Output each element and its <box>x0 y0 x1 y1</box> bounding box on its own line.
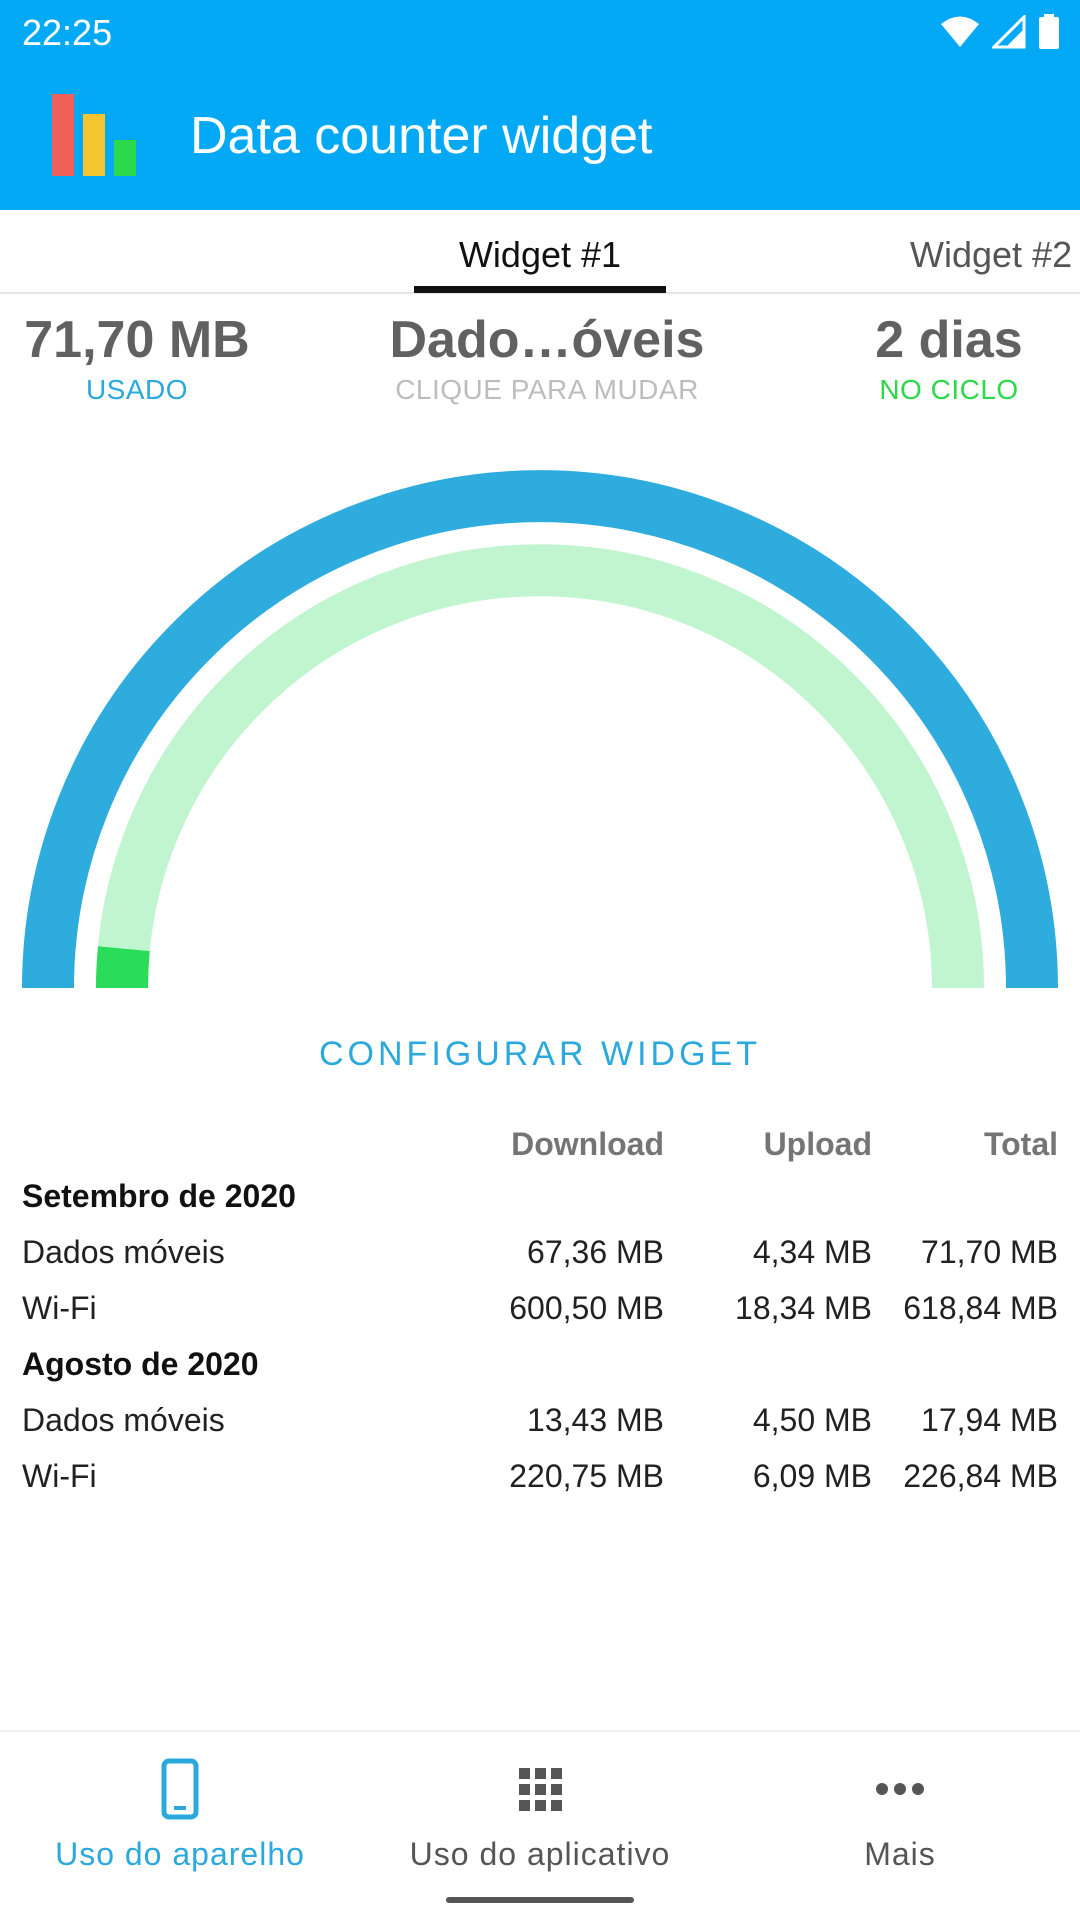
apps-grid-icon <box>519 1768 562 1811</box>
row-download: 600,50 MB <box>509 1290 664 1326</box>
status-time: 22:25 <box>22 12 113 53</box>
row-download: 67,36 MB <box>527 1234 664 1270</box>
table-row: Dados móveis 13,43 MB 4,50 MB 17,94 MB <box>22 1394 1058 1450</box>
row-label: Dados móveis <box>22 1234 225 1270</box>
cycle-days-value: 2 dias <box>875 311 1023 369</box>
more-horizontal-icon <box>876 1783 924 1795</box>
table-row: Dados móveis 67,36 MB 4,34 MB 71,70 MB <box>22 1226 1058 1282</box>
row-label: Wi-Fi <box>22 1290 97 1326</box>
row-total: 17,94 MB <box>921 1402 1058 1438</box>
section-header: Agosto de 2020 <box>22 1338 1058 1394</box>
nav-app-usage[interactable]: Uso do aplicativo <box>360 1732 720 1882</box>
tab-indicator <box>414 286 666 293</box>
nav-device-usage[interactable]: Uso do aparelho <box>0 1732 360 1882</box>
row-download: 220,75 MB <box>509 1458 664 1494</box>
header-total: Total <box>983 1126 1058 1162</box>
header-download: Download <box>511 1126 664 1162</box>
section-title: Setembro de 2020 <box>22 1178 296 1214</box>
row-upload: 4,34 MB <box>752 1234 872 1270</box>
cell-signal-icon <box>992 15 1026 49</box>
gauge-inner-track <box>96 544 984 989</box>
row-upload: 18,34 MB <box>735 1290 872 1326</box>
data-type-value[interactable]: Dado…óveis <box>389 311 705 369</box>
cycle-days-label: NO CICLO <box>879 374 1019 405</box>
header-upload: Upload <box>763 1126 872 1162</box>
app-bar: Data counter widget <box>0 64 1080 210</box>
app-title: Data counter widget <box>190 107 653 165</box>
row-total: 71,70 MB <box>921 1234 1058 1270</box>
row-total: 618,84 MB <box>903 1290 1058 1326</box>
nav-more[interactable]: Mais <box>720 1732 1080 1882</box>
widget-tabs: Widget #1 Widget #2 <box>0 210 1080 294</box>
row-upload: 4,50 MB <box>752 1402 872 1438</box>
top-bar: 22:25 Data counter widget <box>0 0 1080 210</box>
section-header: Setembro de 2020 <box>22 1170 1058 1226</box>
tab-widget-1[interactable]: Widget #1 <box>458 234 622 275</box>
tab-widget-2[interactable]: Widget #2 <box>910 234 1073 275</box>
nav-label: Uso do aparelho <box>55 1836 305 1872</box>
battery-icon <box>1039 14 1059 49</box>
wifi-icon <box>941 16 979 47</box>
cycle-days-summary: 2 dias NO CICLO <box>840 310 1058 406</box>
section-title: Agosto de 2020 <box>22 1346 259 1382</box>
home-indicator <box>446 1897 634 1903</box>
bottom-navigation: Uso do aparelho Uso do aplicativo Mais <box>0 1730 1080 1920</box>
row-download: 13,43 MB <box>527 1402 664 1438</box>
table-row: Wi-Fi 600,50 MB 18,34 MB 618,84 MB <box>22 1282 1058 1338</box>
table-header: Download Upload Total <box>22 1118 1058 1170</box>
nav-label: Mais <box>864 1836 936 1872</box>
row-label: Dados móveis <box>22 1402 225 1438</box>
status-icons <box>940 14 1060 50</box>
gauge-outer-arc <box>22 470 1058 989</box>
gauge-inner-fill <box>96 946 150 989</box>
row-total: 226,84 MB <box>903 1458 1058 1494</box>
table-row: Wi-Fi 220,75 MB 6,09 MB 226,84 MB <box>22 1450 1058 1506</box>
usage-summary: 71,70 MB USADO Dado…óveis CLIQUE PARA MU… <box>0 310 1080 420</box>
configure-widget-button[interactable]: CONFIGURAR WIDGET <box>300 1026 780 1082</box>
nav-label: Uso do aplicativo <box>409 1836 671 1872</box>
app-logo-icon <box>52 94 136 176</box>
used-label: USADO <box>85 374 189 405</box>
row-upload: 6,09 MB <box>752 1458 872 1494</box>
data-type-hint[interactable]: CLIQUE PARA MUDAR <box>395 374 699 405</box>
usage-table: Download Upload Total Setembro de 2020 D… <box>22 1118 1058 1506</box>
data-type-selector[interactable]: Dado…óveis CLIQUE PARA MUDAR <box>380 310 714 406</box>
status-bar: 22:25 <box>0 0 1080 64</box>
used-value: 71,70 MB <box>24 311 250 369</box>
phone-icon <box>161 1758 199 1820</box>
used-summary: 71,70 MB USADO <box>0 310 274 406</box>
usage-gauge <box>22 470 1058 989</box>
row-label: Wi-Fi <box>22 1458 97 1494</box>
